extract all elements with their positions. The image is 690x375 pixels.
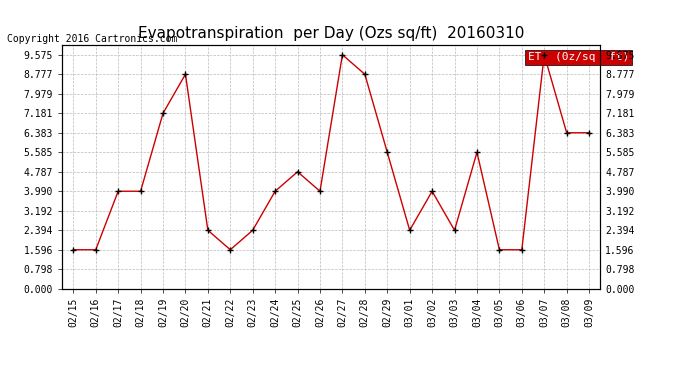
Text: Copyright 2016 Cartronics.com: Copyright 2016 Cartronics.com <box>7 34 177 44</box>
Text: ET  (0z/sq  ft): ET (0z/sq ft) <box>528 53 629 62</box>
Title: Evapotranspiration  per Day (Ozs sq/ft)  20160310: Evapotranspiration per Day (Ozs sq/ft) 2… <box>138 26 524 41</box>
